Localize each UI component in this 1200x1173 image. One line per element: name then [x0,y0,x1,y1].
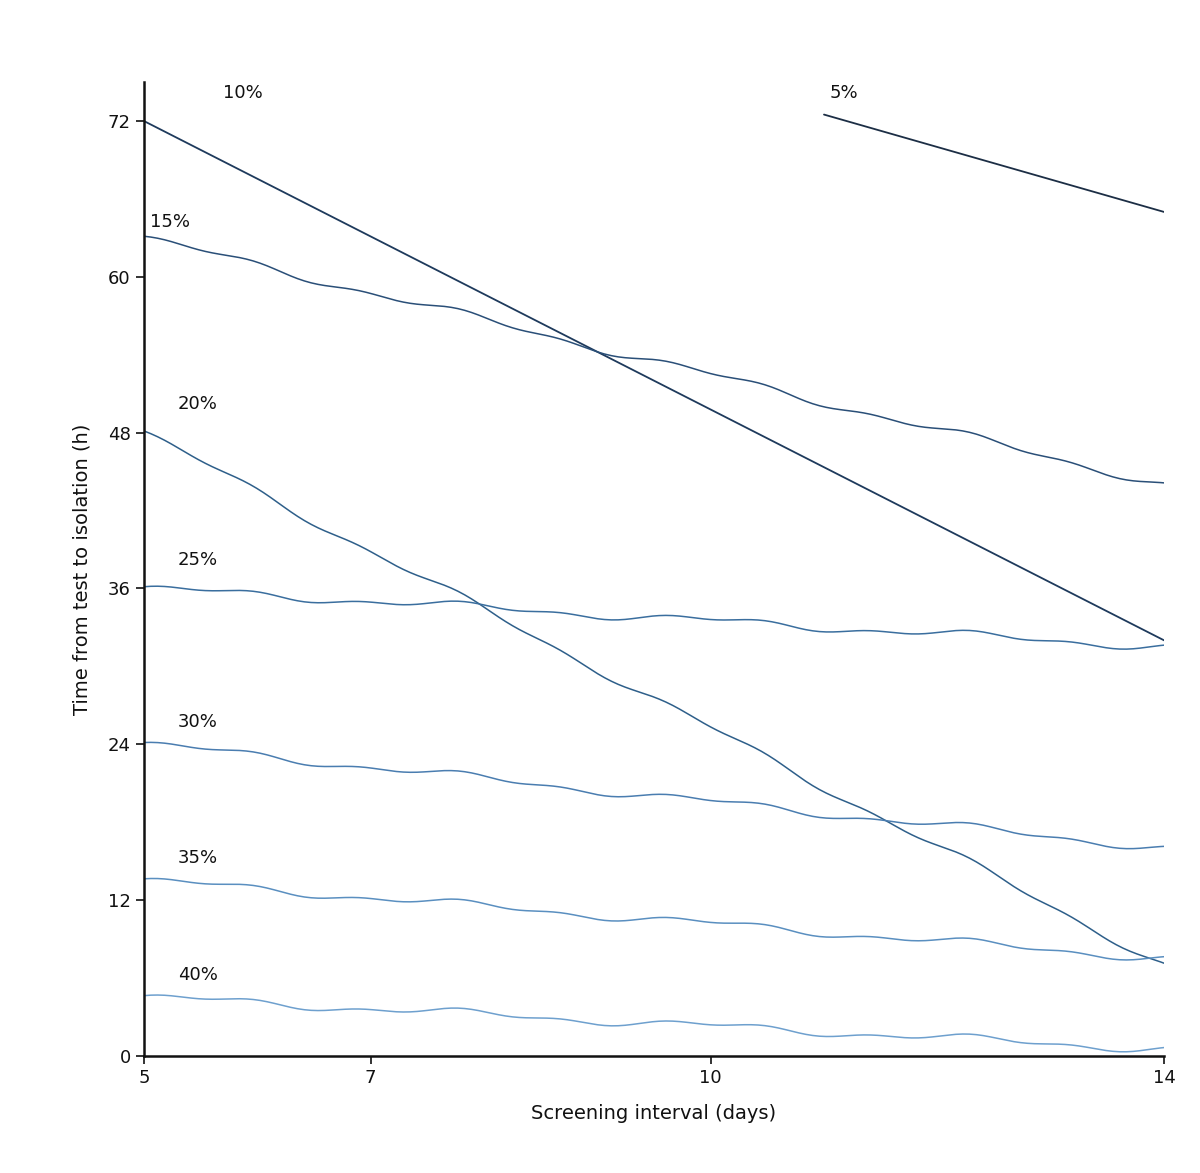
Text: 30%: 30% [178,713,218,731]
Text: 35%: 35% [178,849,218,868]
Text: 10%: 10% [223,83,263,102]
Text: 15%: 15% [150,213,190,231]
Text: 20%: 20% [178,395,218,413]
Text: 25%: 25% [178,551,218,569]
Text: 5%: 5% [829,83,858,102]
Text: 40%: 40% [178,967,218,984]
Y-axis label: Time from test to isolation (h): Time from test to isolation (h) [72,423,91,714]
X-axis label: Screening interval (days): Screening interval (days) [532,1104,776,1123]
